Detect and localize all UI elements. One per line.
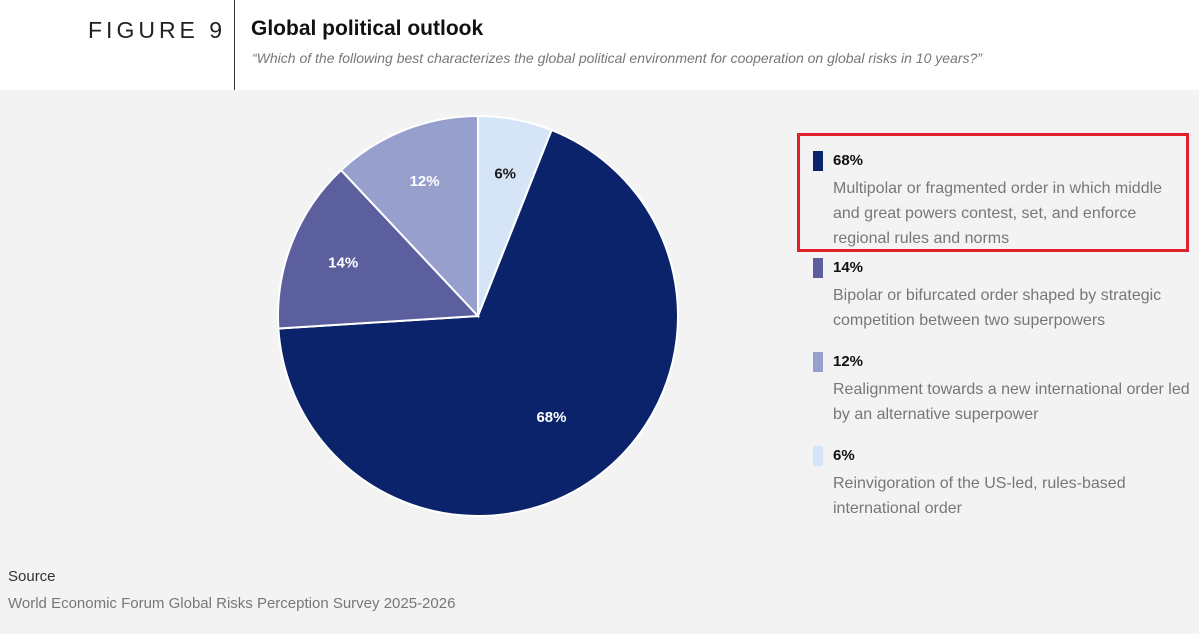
legend-description: Bipolar or bifurcated order shaped by st… bbox=[833, 287, 1162, 329]
pie-slice-12pct bbox=[339, 114, 479, 319]
figure-title: Global political outlook bbox=[251, 17, 484, 40]
source-text: World Economic Forum Global Risks Percep… bbox=[8, 595, 456, 612]
pie-slice-68pct bbox=[277, 128, 679, 517]
header-divider bbox=[234, 0, 235, 90]
pie-label: 68% bbox=[536, 409, 566, 426]
legend-swatch bbox=[813, 446, 823, 466]
legend-percent: 14% bbox=[833, 259, 864, 276]
figure-label: FIGURE 9 bbox=[88, 17, 227, 43]
legend-percent: 6% bbox=[833, 447, 855, 464]
highlight-box bbox=[797, 133, 1189, 252]
pie-label: 6% bbox=[494, 166, 516, 183]
legend-percent: 12% bbox=[833, 353, 864, 370]
pie-slice-14pct bbox=[277, 168, 481, 330]
pie-label: 14% bbox=[328, 255, 358, 272]
legend-swatch bbox=[813, 151, 823, 171]
pie-label: 12% bbox=[410, 173, 440, 190]
source-label: Source bbox=[8, 568, 56, 585]
legend-percent: 68% bbox=[833, 152, 864, 169]
legend-swatch bbox=[813, 352, 823, 372]
pie-chart: 6% 68% 14% 12% bbox=[277, 114, 679, 517]
legend-description: Realignment towards a new international … bbox=[833, 381, 1190, 423]
legend-description: Reinvigoration of the US-led, rules-base… bbox=[833, 475, 1126, 517]
figure-subtitle: “Which of the following best characteriz… bbox=[252, 50, 982, 66]
figure-header: FIGURE 9 Global political outlook “Which… bbox=[0, 0, 1199, 90]
legend-swatch bbox=[813, 258, 823, 278]
legend-description: Multipolar or fragmented order in which … bbox=[833, 180, 1163, 247]
